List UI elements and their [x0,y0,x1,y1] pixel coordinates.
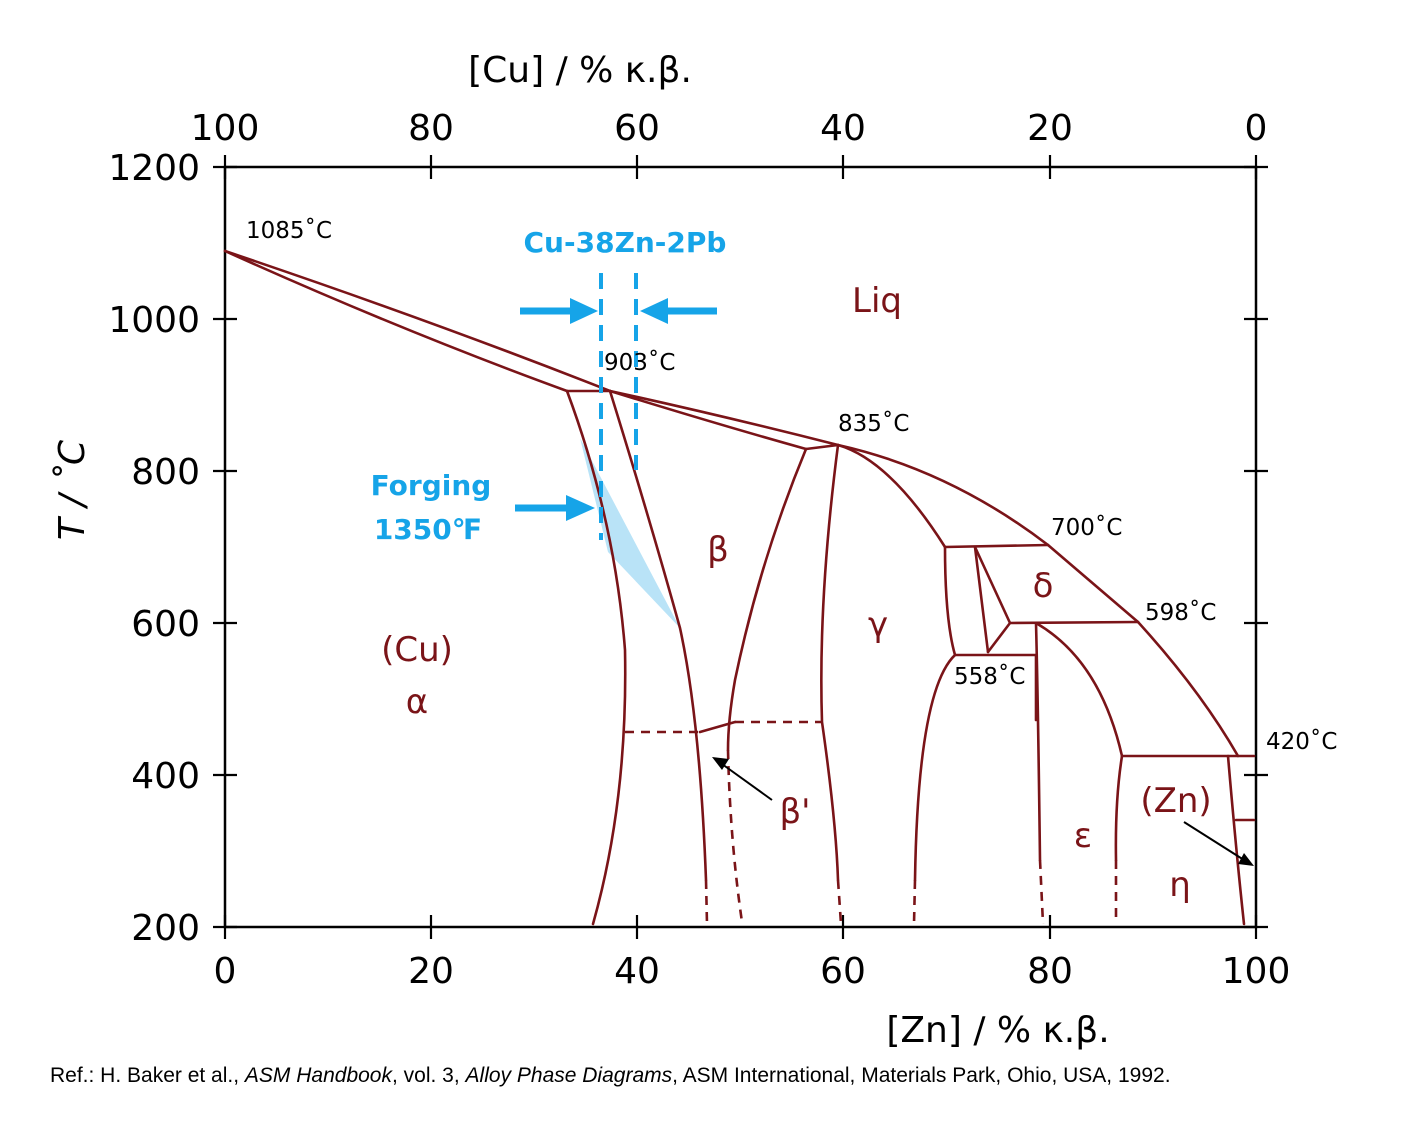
bottom-tick-label: 40 [614,951,660,992]
phase-label-epsilon: ε [1074,816,1092,856]
ref-book: ASM Handbook [244,1064,392,1087]
forging-label-line1: Forging [371,469,492,502]
left-tick-label: 1200 [108,148,200,189]
temp-label-835: 835˚C [838,410,909,437]
left-tick-label: 1000 [108,300,200,341]
temp-label-598: 598˚C [1145,599,1216,626]
ref-prefix: Ref.: H. Baker et al., [50,1064,245,1087]
top-axis-title: [Cu] / % κ.β. [468,50,692,91]
phase-label-gamma: γ [868,605,888,645]
top-tick-label: 100 [191,108,260,149]
ordering-lines [625,720,1118,925]
top-tick-label: 60 [614,108,660,149]
left-tick-label: 800 [131,452,200,493]
ref-volume-title: Alloy Phase Diagrams [465,1064,673,1087]
plot-frame [223,165,1258,929]
phase-label-beta-prime: β' [779,792,810,832]
temp-label-903: 903˚C [604,349,675,376]
left-tick-label: 400 [131,756,200,797]
phase-label-zn: (Zn) [1140,781,1211,821]
top-tick-label: 0 [1245,108,1268,149]
temp-label-700: 700˚C [1051,514,1122,541]
beta-prime-arrow [712,757,773,801]
bottom-tick-label: 20 [408,951,454,992]
phase-boundaries [223,249,1256,926]
temp-label-558: 558˚C [954,663,1025,690]
bottom-tick-label: 60 [820,951,866,992]
alloy-label: Cu-38Zn-2Pb [524,226,727,259]
phase-label-alpha: α [406,682,428,722]
eta-arrow [1183,821,1254,866]
phase-label-liq: Liq [852,281,902,321]
left-axis-title: T / ˚C [52,439,93,540]
bottom-axis-title: [Zn] / % κ.β. [886,1010,1109,1051]
bottom-tick-label: 80 [1027,951,1073,992]
phase-label-beta: β [707,530,729,570]
temp-label-420: 420˚C [1266,728,1337,755]
temp-label-1085: 1085˚C [246,217,332,244]
reference-citation: Ref.: H. Baker et al., ASM Handbook, vol… [50,1064,1171,1088]
top-tick-label: 80 [408,108,454,149]
axis-ticks [213,155,1268,939]
phase-label-cu: (Cu) [381,630,453,670]
ref-suffix: , ASM International, Materials Park, Ohi… [672,1064,1171,1087]
top-tick-label: 40 [820,108,866,149]
phase-label-delta: δ [1033,566,1054,606]
forging-region [580,438,680,628]
top-tick-label: 20 [1027,108,1073,149]
bottom-tick-label: 100 [1222,951,1291,992]
bottom-tick-label: 0 [214,951,237,992]
ref-mid: , vol. 3, [392,1064,466,1087]
alloy-arrow-right [520,298,598,324]
left-tick-label: 200 [131,908,200,949]
forging-label-line2: 1350℉ [374,513,482,546]
left-tick-label: 600 [131,604,200,645]
phase-label-eta: η [1169,865,1191,905]
forging-arrow [515,495,595,521]
alloy-arrow-left [640,298,717,324]
